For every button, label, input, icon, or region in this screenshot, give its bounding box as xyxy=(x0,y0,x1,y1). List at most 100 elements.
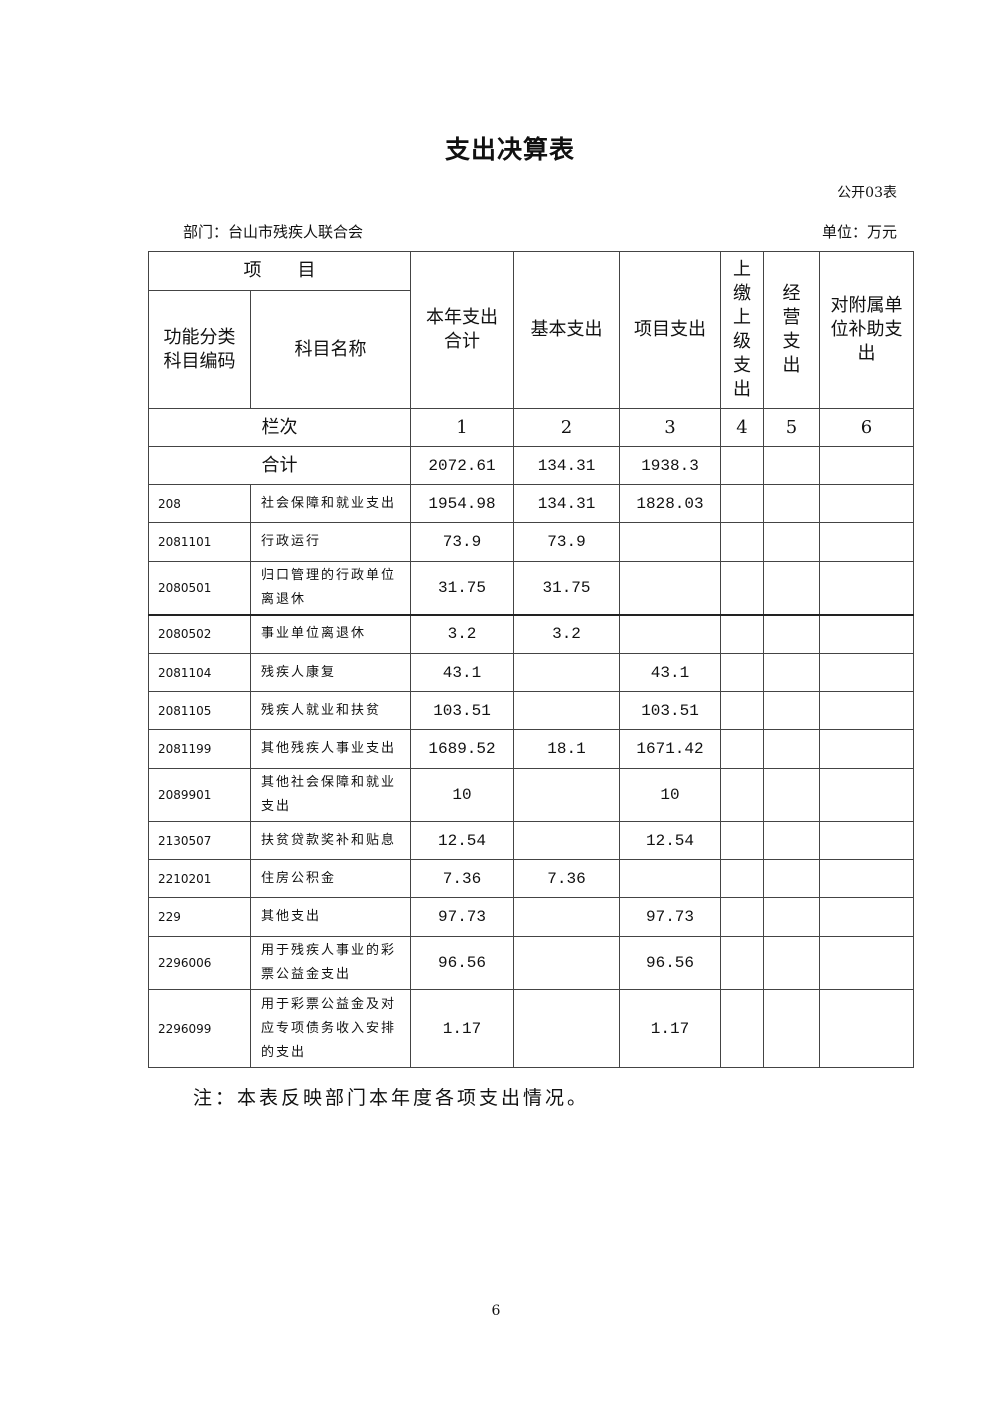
header-remit-superior: 上缴上级支出 xyxy=(720,251,764,409)
header-project-expenditure: 项目支出 xyxy=(619,251,721,409)
table-row: 2081105 残疾人就业和扶贫 103.51 103.51 xyxy=(148,691,914,730)
header-basic-expenditure: 基本支出 xyxy=(513,251,620,409)
row-value xyxy=(763,936,820,990)
row-value xyxy=(619,859,721,898)
row-name: 社会保障和就业支出 xyxy=(250,484,411,523)
column-number-label: 栏次 xyxy=(148,408,411,447)
row-value: 31.75 xyxy=(410,561,514,615)
row-code: 2296006 xyxy=(148,936,251,990)
table-row: 2080501 归口管理的行政单位离退休 31.75 31.75 xyxy=(148,561,914,615)
row-value xyxy=(763,484,820,523)
row-value xyxy=(720,936,764,990)
row-value xyxy=(819,484,914,523)
page-number: 6 xyxy=(491,1303,501,1319)
row-value xyxy=(720,522,764,562)
header-total-expenditure: 本年支出合计 xyxy=(410,251,514,409)
column-number: 6 xyxy=(819,408,914,447)
row-value xyxy=(720,484,764,523)
row-value xyxy=(819,859,914,898)
row-value xyxy=(763,729,820,769)
row-value xyxy=(763,989,820,1068)
table-row: 229 其他支出 97.73 97.73 xyxy=(148,897,914,937)
row-name: 残疾人就业和扶贫 xyxy=(250,691,411,730)
row-code: 2081104 xyxy=(148,653,251,692)
column-number: 1 xyxy=(410,408,514,447)
expenditure-table: 项 目 本年支出合计 基本支出 项目支出 上缴上级支出 经营支出 对附属单位补助… xyxy=(148,251,914,1068)
row-value xyxy=(763,897,820,937)
row-value: 12.54 xyxy=(410,821,514,860)
row-code: 2080502 xyxy=(148,614,251,654)
total-value xyxy=(763,446,820,485)
row-value xyxy=(513,653,620,692)
row-name: 归口管理的行政单位离退休 xyxy=(250,561,411,615)
page-title: 支出决算表 xyxy=(444,135,575,164)
row-value: 103.51 xyxy=(619,691,721,730)
row-code: 2296099 xyxy=(148,989,251,1068)
row-name: 用于彩票公益金及对应专项债务收入安排的支出 xyxy=(250,989,411,1068)
header-subsidy-affiliated: 对附属单位补助支出 xyxy=(819,251,914,409)
row-value: 96.56 xyxy=(619,936,721,990)
row-name: 扶贫贷款奖补和贴息 xyxy=(250,821,411,860)
row-value xyxy=(513,691,620,730)
row-value: 103.51 xyxy=(410,691,514,730)
table-row: 2296099 用于彩票公益金及对应专项债务收入安排的支出 1.17 1.17 xyxy=(148,989,914,1068)
row-code: 2130507 xyxy=(148,821,251,860)
row-value xyxy=(513,989,620,1068)
row-value xyxy=(763,614,820,654)
row-value: 96.56 xyxy=(410,936,514,990)
row-value: 7.36 xyxy=(513,859,620,898)
row-value xyxy=(763,768,820,822)
header-name: 科目名称 xyxy=(250,290,411,409)
row-value xyxy=(720,561,764,615)
row-value: 73.9 xyxy=(513,522,620,562)
row-value xyxy=(619,561,721,615)
table-row: 2080502 事业单位离退休 3.2 3.2 xyxy=(148,614,914,654)
total-value xyxy=(819,446,914,485)
table-row: 2081199 其他残疾人事业支出 1689.52 18.1 1671.42 xyxy=(148,729,914,769)
row-value: 3.2 xyxy=(410,614,514,654)
column-number: 4 xyxy=(720,408,764,447)
row-value xyxy=(819,821,914,860)
table-section: 项 目 本年支出合计 基本支出 项目支出 上缴上级支出 经营支出 对附属单位补助… xyxy=(148,251,914,1110)
row-value xyxy=(720,897,764,937)
row-value xyxy=(720,691,764,730)
table-row: 2089901 其他社会保障和就业支出 10 10 xyxy=(148,768,914,822)
row-code: 2089901 xyxy=(148,768,251,822)
row-code: 2081101 xyxy=(148,522,251,562)
row-value: 3.2 xyxy=(513,614,620,654)
row-value xyxy=(720,653,764,692)
row-value xyxy=(763,859,820,898)
row-value: 43.1 xyxy=(410,653,514,692)
row-name: 行政运行 xyxy=(250,522,411,562)
row-value xyxy=(720,989,764,1068)
row-code: 208 xyxy=(148,484,251,523)
row-value xyxy=(720,768,764,822)
row-value xyxy=(763,561,820,615)
row-value xyxy=(720,821,764,860)
row-value xyxy=(819,729,914,769)
row-value xyxy=(513,897,620,937)
row-value xyxy=(619,614,721,654)
department-label: 部门：台山市残疾人联合会 xyxy=(183,223,364,241)
row-value xyxy=(619,522,721,562)
table-row: 208 社会保障和就业支出 1954.98 134.31 1828.03 xyxy=(148,484,914,523)
row-value xyxy=(763,522,820,562)
unit-label: 单位：万元 xyxy=(821,223,897,241)
header-item: 项 目 xyxy=(148,251,411,291)
row-value xyxy=(819,989,914,1068)
row-value: 10 xyxy=(410,768,514,822)
row-value xyxy=(763,653,820,692)
column-number: 2 xyxy=(513,408,620,447)
row-value xyxy=(720,859,764,898)
row-value xyxy=(720,614,764,654)
row-code: 2081199 xyxy=(148,729,251,769)
row-value: 18.1 xyxy=(513,729,620,769)
table-row: 2210201 住房公积金 7.36 7.36 xyxy=(148,859,914,898)
row-value xyxy=(513,821,620,860)
total-label: 合计 xyxy=(148,446,411,485)
row-value xyxy=(819,936,914,990)
row-value: 1671.42 xyxy=(619,729,721,769)
total-value xyxy=(720,446,764,485)
table-note: 注：本表反映部门本年度各项支出情况。 xyxy=(193,1087,590,1109)
row-value: 1.17 xyxy=(619,989,721,1068)
